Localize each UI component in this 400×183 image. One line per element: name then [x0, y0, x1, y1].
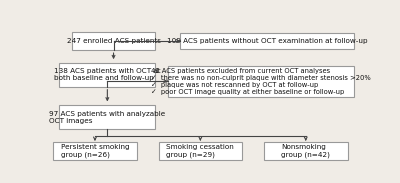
Text: 41 ACS patients excluded from current OCT analyses
✓  there was no non-culprit p: 41 ACS patients excluded from current OC… — [151, 68, 371, 95]
Text: 138 ACS patients with OCT at
both baseline and follow-up: 138 ACS patients with OCT at both baseli… — [54, 68, 161, 81]
FancyBboxPatch shape — [180, 33, 354, 49]
FancyBboxPatch shape — [59, 63, 155, 87]
Text: 97 ACS patients with analyzable
OCT images: 97 ACS patients with analyzable OCT imag… — [49, 111, 166, 124]
Text: 109 ACS patients without OCT examination at follow-up: 109 ACS patients without OCT examination… — [167, 38, 367, 44]
Text: Persistent smoking
group (n=26): Persistent smoking group (n=26) — [61, 144, 129, 158]
FancyBboxPatch shape — [59, 105, 155, 129]
Text: 247 enrolled ACS patients: 247 enrolled ACS patients — [66, 38, 160, 44]
Text: Smoking cessation
group (n=29): Smoking cessation group (n=29) — [166, 144, 234, 158]
FancyBboxPatch shape — [72, 32, 155, 50]
FancyBboxPatch shape — [264, 142, 348, 160]
FancyBboxPatch shape — [168, 66, 354, 97]
Text: Nonsmoking
group (n=42): Nonsmoking group (n=42) — [281, 144, 330, 158]
FancyBboxPatch shape — [158, 142, 242, 160]
FancyBboxPatch shape — [53, 142, 137, 160]
